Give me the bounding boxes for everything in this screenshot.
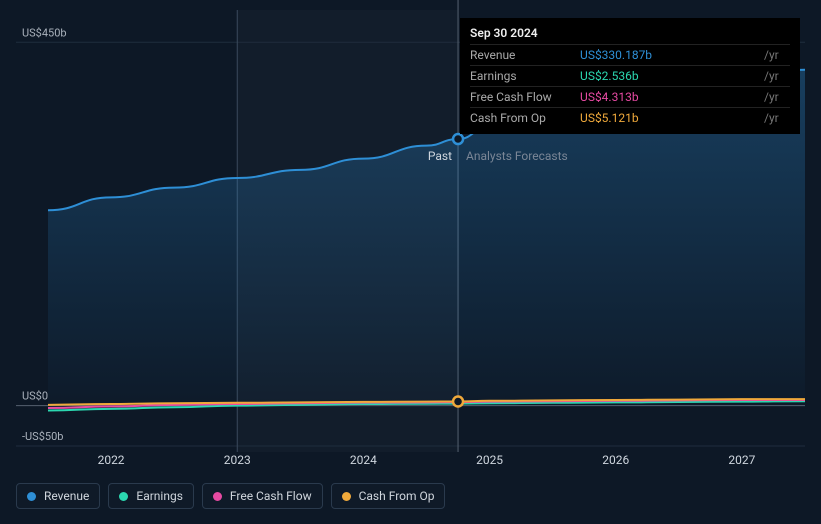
x-axis-label: 2026 xyxy=(602,453,629,467)
legend-label: Cash From Op xyxy=(359,489,435,503)
y-axis-label: -US$50b xyxy=(22,430,63,443)
tooltip-row-label: Cash From Op xyxy=(470,108,580,129)
tooltip-row-unit: /yr xyxy=(760,66,790,87)
tooltip-row-unit: /yr xyxy=(760,87,790,108)
x-axis-label: 2024 xyxy=(350,453,377,467)
y-axis-label: US$450b xyxy=(22,26,67,39)
hover-marker-cfo xyxy=(453,396,463,406)
tooltip-row: EarningsUS$2.536b/yr xyxy=(470,66,790,87)
tooltip-date: Sep 30 2024 xyxy=(470,24,790,44)
legend-swatch-icon xyxy=(342,492,351,501)
tooltip-row: Free Cash FlowUS$4.313b/yr xyxy=(470,87,790,108)
tooltip-row: Cash From OpUS$5.121b/yr xyxy=(470,108,790,129)
hover-tooltip: Sep 30 2024 RevenueUS$330.187b/yrEarning… xyxy=(460,18,800,134)
tooltip-row-value: US$4.313b xyxy=(580,87,760,108)
legend-swatch-icon xyxy=(27,492,36,501)
tooltip-row: RevenueUS$330.187b/yr xyxy=(470,45,790,66)
legend-label: Earnings xyxy=(136,489,183,503)
x-axis-label: 2022 xyxy=(98,453,125,467)
legend-item-cfo[interactable]: Cash From Op xyxy=(331,483,446,509)
x-axis-label: 2025 xyxy=(476,453,503,467)
tooltip-row-label: Earnings xyxy=(470,66,580,87)
tooltip-row-unit: /yr xyxy=(760,45,790,66)
legend-item-revenue[interactable]: Revenue xyxy=(16,483,100,509)
legend-swatch-icon xyxy=(119,492,128,501)
legend-label: Free Cash Flow xyxy=(230,489,312,503)
tooltip-row-value: US$2.536b xyxy=(580,66,760,87)
x-axis-label: 2027 xyxy=(728,453,755,467)
legend: Revenue Earnings Free Cash Flow Cash From O… xyxy=(16,483,445,509)
chart-container: US$450b US$0 -US$50b 2022 2023 2024 2025 2026 20… xyxy=(0,0,821,524)
hover-marker-revenue xyxy=(453,134,463,144)
tooltip-row-value: US$5.121b xyxy=(580,108,760,129)
tooltip-row-label: Free Cash Flow xyxy=(470,87,580,108)
legend-item-earnings[interactable]: Earnings xyxy=(108,483,194,509)
legend-item-fcf[interactable]: Free Cash Flow xyxy=(202,483,323,509)
past-section-label: Past xyxy=(428,149,452,163)
tooltip-row-value: US$330.187b xyxy=(580,45,760,66)
legend-label: Revenue xyxy=(44,489,89,503)
x-axis-label: 2023 xyxy=(224,453,251,467)
legend-swatch-icon xyxy=(213,492,222,501)
y-axis-label: US$0 xyxy=(22,390,48,403)
forecast-section-label: Analysts Forecasts xyxy=(466,149,568,163)
tooltip-row-unit: /yr xyxy=(760,108,790,129)
tooltip-table: RevenueUS$330.187b/yrEarningsUS$2.536b/y… xyxy=(470,44,790,128)
tooltip-row-label: Revenue xyxy=(470,45,580,66)
